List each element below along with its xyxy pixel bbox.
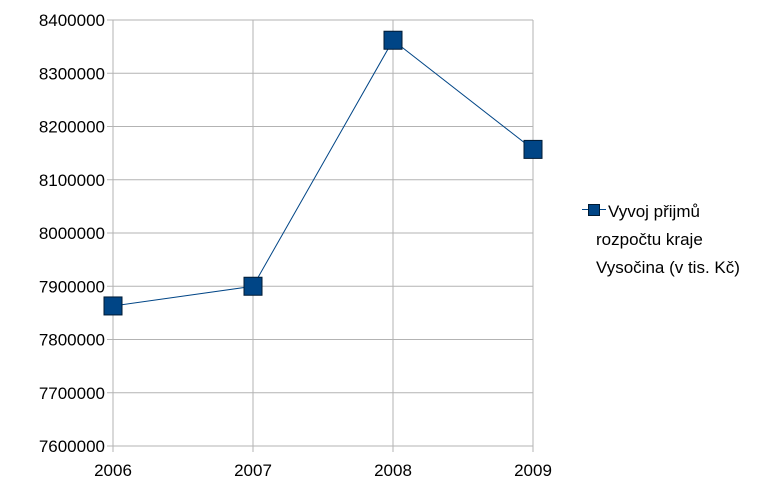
series-line-0 — [112, 39, 534, 307]
data-point-2009 — [523, 139, 543, 159]
legend-marker — [588, 204, 600, 216]
axis-layer — [107, 19, 534, 452]
y-tick-label-0: 7600000 — [39, 437, 105, 456]
y-tick-label-7: 8300000 — [39, 64, 105, 83]
grid-layer — [112, 19, 534, 447]
y-tick-label-2: 7800000 — [39, 331, 105, 350]
x-tick-label-0: 2006 — [94, 461, 132, 480]
data-point-2008 — [383, 30, 403, 50]
x-tick-label-1: 2007 — [234, 461, 272, 480]
data-point-2007 — [243, 276, 263, 296]
y-tick-label-3: 7900000 — [39, 277, 105, 296]
y-tick-label-6: 8200000 — [39, 118, 105, 137]
series-layer — [103, 30, 543, 316]
data-point-2006 — [103, 296, 123, 316]
x-tick-label-3: 2009 — [514, 461, 552, 480]
y-tick-label-5: 8100000 — [39, 171, 105, 190]
y-tick-label-8: 8400000 — [39, 11, 105, 30]
y-tick-label-4: 8000000 — [39, 224, 105, 243]
legend-label: Vyvoj přijmů rozpočtu kraje Vysočina (v … — [596, 202, 740, 277]
y-tick-label-1: 7700000 — [39, 384, 105, 403]
x-tick-label-2: 2008 — [374, 461, 412, 480]
label-layer: 7600000 7700000 7800000 7900000 8000000 81000… — [39, 11, 552, 480]
